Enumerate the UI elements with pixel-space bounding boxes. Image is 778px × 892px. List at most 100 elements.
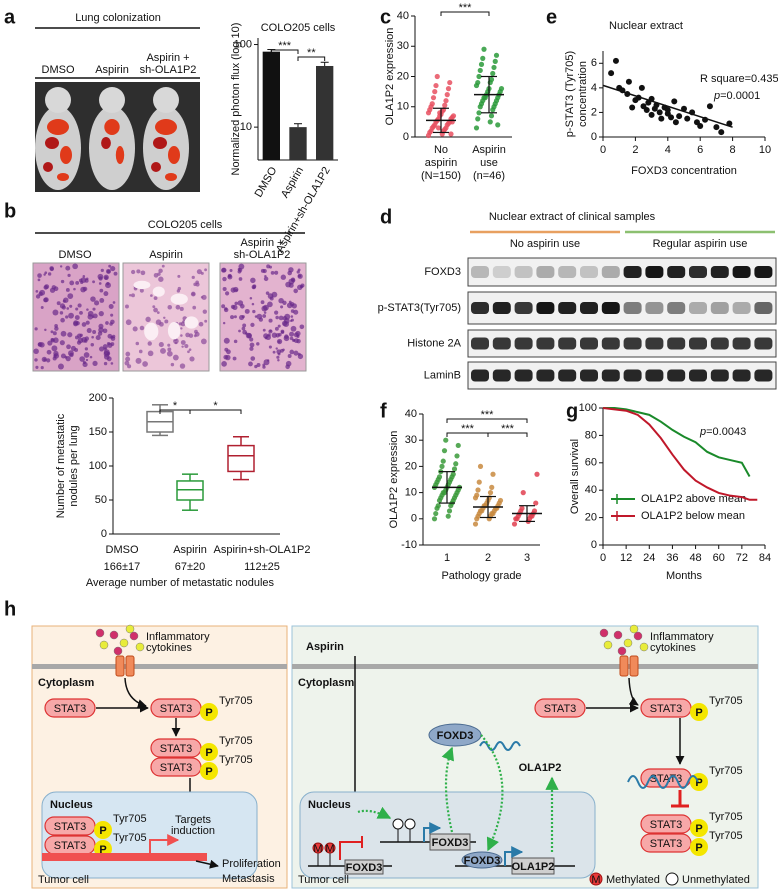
histology-cell [75,280,80,285]
phospho-site [200,703,218,721]
histology-cell [47,340,53,346]
x-tick-label: 48 [689,552,701,564]
histology-cell [263,359,270,366]
blot-band [601,337,620,350]
x-tick-label: DMSO [253,165,280,200]
site-label: Tyr705 [709,695,743,707]
alveolus [167,322,181,340]
y-axis-label: Number of metastatic [55,413,67,518]
blot-band [514,369,533,382]
histology-cell [293,288,298,294]
histology-cell [60,330,67,337]
histology-cell [103,347,107,351]
histology-cell [204,268,207,272]
blot-strip [467,361,777,390]
arrow [628,677,639,706]
histology-cell [264,336,268,340]
data-point [473,125,480,131]
membrane [32,664,287,669]
histology-cell [65,315,69,319]
histology-cell [167,304,173,310]
y-tick-label: 100 [234,38,252,50]
histology-cell [175,304,181,310]
y-axis-label: Overall survival [569,439,581,514]
x-tick-label: 72 [736,552,748,564]
x-tick-label: (n=46) [473,170,505,182]
histology-cell [60,317,65,323]
histology-cell [34,358,38,362]
data-point [443,98,449,104]
histology-cell [111,334,116,339]
histology-cell [293,350,299,356]
site-label: Tyr705 [219,754,253,766]
histology-cell [43,285,49,290]
signal-blob [115,146,125,164]
histology-cell [299,324,305,330]
histology-cell [297,273,303,279]
data-point [476,110,482,116]
histology-cell [108,303,114,309]
repression [339,841,362,860]
data-point [476,73,482,80]
x-tick-label: 6 [697,144,703,156]
y-tick-label: 200 [89,392,107,404]
y-tick-label: 100 [89,460,107,472]
histology-cell [262,328,266,332]
histology-cell [201,294,207,300]
x-tick-label: use [480,157,498,169]
histology-cell [161,264,165,268]
data-point [488,113,495,119]
histology-cell [132,326,138,332]
gene-label: FOXD3 [432,837,469,849]
histology-cell [131,293,135,298]
x-tick-label: (N=150) [421,170,461,182]
histology-cell [249,342,255,348]
panel-letter: f [380,400,387,422]
cytokine [129,631,139,641]
data-point [656,109,663,116]
y-tick-label: 2 [591,106,597,118]
data-point [648,111,655,118]
x-tick-label: 1 [444,552,450,564]
blot-band [710,337,729,350]
histology-cell [277,324,281,328]
y-tick-label: 60 [585,457,597,469]
phospho-label: P [695,842,702,854]
gene [344,859,384,875]
data-point [533,500,539,506]
histology-cell [285,364,290,370]
data-point [453,461,459,467]
y-tick-label: 50 [95,494,107,506]
histology-cell [35,365,39,369]
data-point [451,466,458,472]
row-label: Histone 2A [407,337,461,349]
histology-cell [110,362,114,365]
histology-cell [224,291,230,296]
outcome-label: Proliferation [222,858,281,870]
panel-letter: e [546,6,557,28]
phospho-label: P [99,825,106,837]
histology-image [122,262,210,372]
histology-cell [269,265,272,269]
histology-cell [59,265,63,268]
y-tick-label: 6 [591,57,597,69]
unmethylated-site [404,818,416,830]
histology-cell [204,319,208,323]
histology-cell [103,291,109,297]
histology-cell [277,332,282,337]
data-point [444,92,450,98]
histology-cell [82,361,88,368]
histology-cell [84,336,89,341]
blot-strip [467,257,777,287]
histology-cell [67,293,74,299]
receptor [619,655,629,677]
histology-cell [250,277,256,284]
histology-cell [79,356,86,362]
x-tick-label: Aspirin [279,165,306,200]
histology-cell [180,334,183,337]
x-tick-label: 2 [632,144,638,156]
histology-cell [256,342,260,346]
x-axis-label: Pathology grade [441,570,521,582]
histology-cell [139,325,145,331]
data-point [487,119,493,125]
